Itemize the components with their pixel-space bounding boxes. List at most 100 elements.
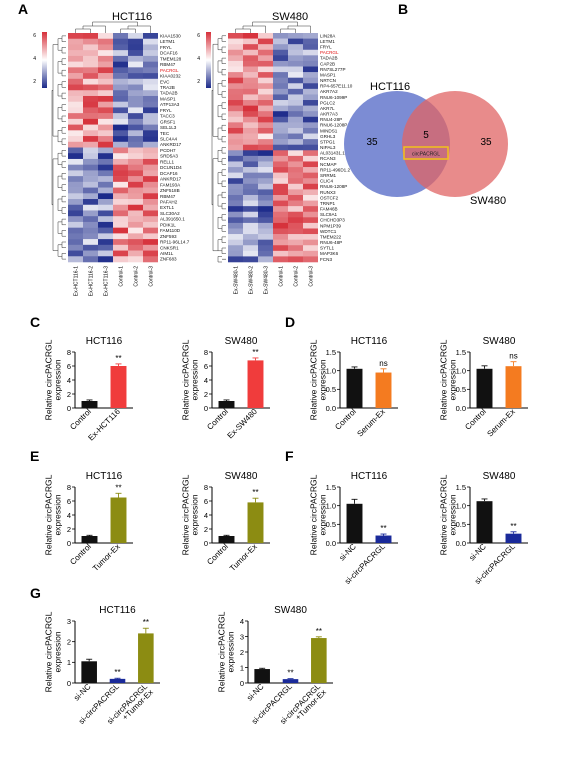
significance-label: ** [114,668,120,677]
heatmap-cell [228,144,243,151]
y-tick-label: 0.0 [326,539,336,548]
heatmap-cell [83,84,98,91]
heatmap-cell [113,118,128,125]
category-label: Serum-Ex [355,407,387,439]
heatmap-cell [303,194,318,201]
gene-label: CAP2B [320,61,335,66]
heatmap-cell [228,100,243,106]
dendrogram-branch [217,172,222,185]
heatmap-cell [258,256,273,263]
gene-label: DCAF16 [160,51,178,56]
y-tick-label: 0.5 [326,385,336,394]
y-axis-label-line: Relative circPACRGL [43,339,53,420]
heatmap-cell [258,194,273,201]
heatmap-cell [288,167,303,173]
heatmap-cell [98,101,113,108]
heatmap-cell [143,187,158,194]
heatmap-cell [258,38,273,45]
gene-label: SLC9A1 [320,212,338,217]
gene-label: FAM193A [160,182,181,187]
heatmap-cell [243,38,258,45]
y-tick-label: 4 [240,617,244,626]
heatmap-cell [68,239,83,246]
gene-label: TEC [160,131,170,136]
heatmap-cell [258,72,273,78]
heatmap-cell [68,44,83,51]
heatmap-cell [228,211,243,218]
heatmap-cell [143,147,158,154]
heatmap-cell [143,107,158,114]
dendrogram-branch [61,253,66,260]
dendrogram-branch [242,25,266,33]
gene-label: MAP3K6 [320,251,339,256]
heatmap-cell [273,72,288,78]
heatmap-cell [228,44,243,51]
venn-count-overlap: 5 [423,130,429,141]
heatmap-cell [288,105,303,112]
gene-label: TADA2B [160,91,178,96]
y-tick-label: 1.5 [326,483,336,492]
heatmap-cell [113,176,128,183]
heatmap-cell [273,189,288,196]
heatmap-cell [288,155,303,162]
y-tick-label: 3 [67,617,71,626]
heatmap-cell [98,199,113,206]
gene-label: STPG1 [320,139,336,144]
heatmap-cell [228,228,243,235]
y-axis-label-line: expression [190,359,200,400]
dendrogram-branch [61,115,66,122]
heatmap-cell [273,167,288,173]
heatmap-cell [113,55,128,62]
y-tick-label: 6 [204,362,208,371]
heatmap-cell [288,139,303,146]
dendrogram-branch [217,60,222,73]
gene-label: RNU6-1099P [320,95,347,100]
gene-label: RCAN3 [320,156,336,161]
heatmap-cell [288,66,303,73]
heatmap-cell [273,66,288,73]
gene-label: RNU4-28P [320,117,342,122]
y-tick-label: 0.5 [456,385,466,394]
gene-label: ZNF683 [160,257,177,262]
heatmap-cell [288,194,303,201]
heatmap-cell [243,66,258,73]
heatmap-cell [303,100,318,106]
heatmap-cell [243,88,258,95]
dendrogram-branch [61,207,66,214]
heatmap-cell [228,256,243,263]
gene-label: LIN28A [320,33,336,38]
y-axis-label-line: Relative circPACRGL [180,339,190,420]
gene-label: SEL1L3 [160,125,177,130]
y-axis-label-line: expression [318,494,328,535]
heatmap-cell [228,222,243,229]
heatmap-cell [243,167,258,173]
heatmap-cell [288,111,303,118]
heatmap-cell [68,118,83,125]
venn-label-sw480: SW480 [470,195,506,207]
heatmap-cell [98,239,113,246]
heatmap-cell [273,60,288,67]
heatmap-cell [128,136,143,143]
heatmap-cell [273,250,288,257]
heatmap-cell [98,73,113,80]
heatmap-cell [83,141,98,148]
bar-chart-e-hct116: HCT116 0 2 4 6 8 Relative circPACRGLexpression… [43,471,133,573]
heatmap-cell [143,61,158,68]
heatmap-cell [288,217,303,224]
bar [110,366,127,408]
heatmap-cell [258,60,273,67]
gene-label: PGLC2 [320,100,336,105]
heatmap-cell [243,217,258,224]
heatmap-cell [68,90,83,97]
heatmap-cell [288,150,303,157]
heatmap-cell [243,250,258,257]
sample-label: Ex-SW480-1 [234,266,240,295]
sample-label: Ex-SW480-2 [249,266,255,295]
dendrogram-branch [221,80,226,87]
heatmap-cell [258,222,273,229]
gene-label: TRNP1 [320,201,336,206]
heatmap-cell [258,105,273,112]
heatmap-cell [303,111,318,118]
heatmap-cell [143,33,158,40]
